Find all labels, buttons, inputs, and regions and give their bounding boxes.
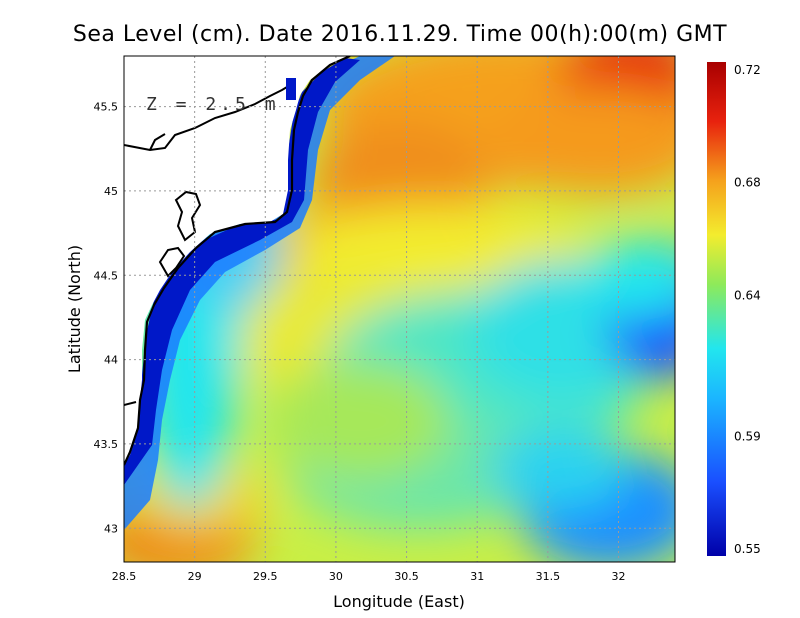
- colorbar: [707, 62, 726, 556]
- x-tick-label: 32: [611, 570, 625, 583]
- x-tick-label: 30: [329, 570, 343, 583]
- y-axis-ticks: 43 43.5 44 44.5 45 45.5: [94, 101, 119, 536]
- x-tick-label: 31: [470, 570, 484, 583]
- colorbar-tick-label: 0.68: [734, 176, 761, 190]
- colorbar-ticks: 0.72 0.68 0.64 0.59 0.55: [734, 63, 761, 556]
- y-tick-label: 45.5: [94, 101, 119, 114]
- y-tick-label: 43.5: [94, 438, 119, 451]
- grid: [124, 56, 675, 562]
- plot-frame: [123, 55, 676, 563]
- x-tick-label: 28.5: [112, 570, 137, 583]
- y-tick-label: 43: [104, 522, 118, 535]
- y-axis-label: Latitude (North): [65, 245, 84, 373]
- x-tick-label: 30.5: [394, 570, 419, 583]
- y-tick-label: 44.5: [94, 269, 119, 282]
- colorbar-tick-label: 0.72: [734, 63, 761, 77]
- x-tick-label: 29: [188, 570, 202, 583]
- depth-label: Z = 2.5 m: [146, 94, 280, 115]
- y-tick-label: 45: [104, 185, 118, 198]
- border-line: [124, 83, 293, 152]
- land: [124, 56, 350, 465]
- x-axis-ticks: 28.5 29 29.5 30 30.5 31 31.5 32: [112, 570, 626, 583]
- x-tick-label: 31.5: [536, 570, 561, 583]
- chart-title: Sea Level (cm). Date 2016.11.29. Time 00…: [72, 22, 728, 47]
- x-tick-label: 29.5: [253, 570, 278, 583]
- x-axis-label: Longitude (East): [333, 592, 465, 611]
- colorbar-tick-label: 0.64: [734, 288, 761, 302]
- lagoon-outline: [174, 190, 202, 242]
- colorbar-tick-label: 0.59: [734, 429, 761, 443]
- y-tick-label: 44: [104, 354, 118, 367]
- colorbar-tick-label: 0.55: [734, 542, 761, 556]
- coastal-lowest-band: [124, 58, 360, 485]
